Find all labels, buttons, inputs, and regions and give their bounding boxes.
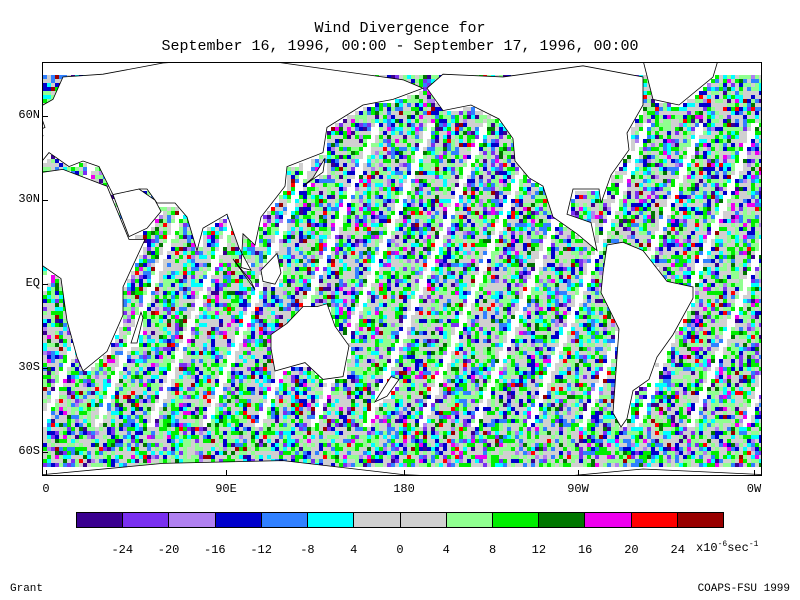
landmass [270,303,350,380]
colorbar-tick-label: 4 [442,543,450,557]
units-exponent-2: -1 [748,540,759,549]
colorbar-tick-label: -8 [300,543,315,557]
colorbar-swatch [354,513,401,527]
lon-label-90e: 90E [215,482,237,496]
map-title-line2: September 16, 1996, 00:00 - September 17… [161,38,639,55]
lat-tick [42,116,48,117]
lon-tick [46,470,47,476]
coastlines [43,63,761,475]
colorbar-swatch [677,513,724,527]
units-base: x10 [696,541,718,555]
lat-label-30n: 30N [18,192,40,206]
landmass [130,310,144,344]
map-svg [43,63,761,475]
colorbar-swatch [215,513,262,527]
colorbar-swatch [308,513,355,527]
colorbar-tick-label: -24 [111,543,134,557]
organization-credit: COAPS-FSU 1999 [697,583,790,595]
lat-tick [42,452,48,453]
colorbar-swatch [585,513,632,527]
lon-label-0: 0 [42,482,50,496]
lon-label-90w: 90W [567,482,589,496]
units-tail: sec [727,541,749,555]
lon-label-180: 180 [393,482,415,496]
colorbar-swatch [261,513,309,527]
colorbar-swatch [123,513,170,527]
colorbar-tick-label: 24 [670,543,685,557]
map-title-line1: Wind Divergence for [314,20,486,37]
lon-tick [754,470,755,476]
colorbar-tick-label: 20 [624,543,639,557]
colorbar-tick-label: 4 [350,543,358,557]
colorbar-tick-label: -12 [250,543,272,557]
colorbar-swatch [631,513,678,527]
lat-label-30s: 30S [18,360,40,374]
lat-tick [42,368,48,369]
lon-tick [578,470,579,476]
landmass [373,376,400,403]
colorbar-swatch [77,513,124,527]
lon-tick [226,470,227,476]
colorbar-tick-label: 0 [396,543,404,557]
colorbar-swatch [492,513,540,527]
colorbar-tick-label: 16 [577,543,593,557]
landmass [600,241,694,428]
landmass [643,63,718,106]
lon-tick [404,470,405,476]
units-exponent: -6 [717,540,728,549]
landmass [426,65,644,252]
landmass [302,157,326,187]
landmass [43,120,46,129]
lat-tick [42,200,48,201]
author-credit: Grant [10,583,44,595]
lon-label-0w: 0W [746,482,762,496]
landmass [260,252,282,285]
colorbar-swatch [539,513,586,527]
landmass [43,460,761,475]
landmass [112,188,162,238]
lat-tick [42,284,48,285]
landmass [232,258,256,291]
lat-label-60n: 60N [18,108,40,122]
lat-label-60s: 60S [18,444,40,458]
colorbar-swatch [446,513,493,527]
colorbar-swatch [400,513,447,527]
colorbar [76,512,724,528]
divergence-cells [43,75,761,467]
colorbar-tick-label: 8 [488,543,497,557]
colorbar-swatch [169,513,216,527]
colorbar-tick-label: -16 [204,543,226,557]
colorbar-units: x10-6sec-1 [696,540,758,555]
wind-divergence-map [42,62,762,476]
landmass [43,168,146,372]
colorbar-tick-label: -20 [157,543,180,557]
colorbar-tick-label: 12 [531,543,547,557]
lat-label-eq: EQ [25,276,40,290]
